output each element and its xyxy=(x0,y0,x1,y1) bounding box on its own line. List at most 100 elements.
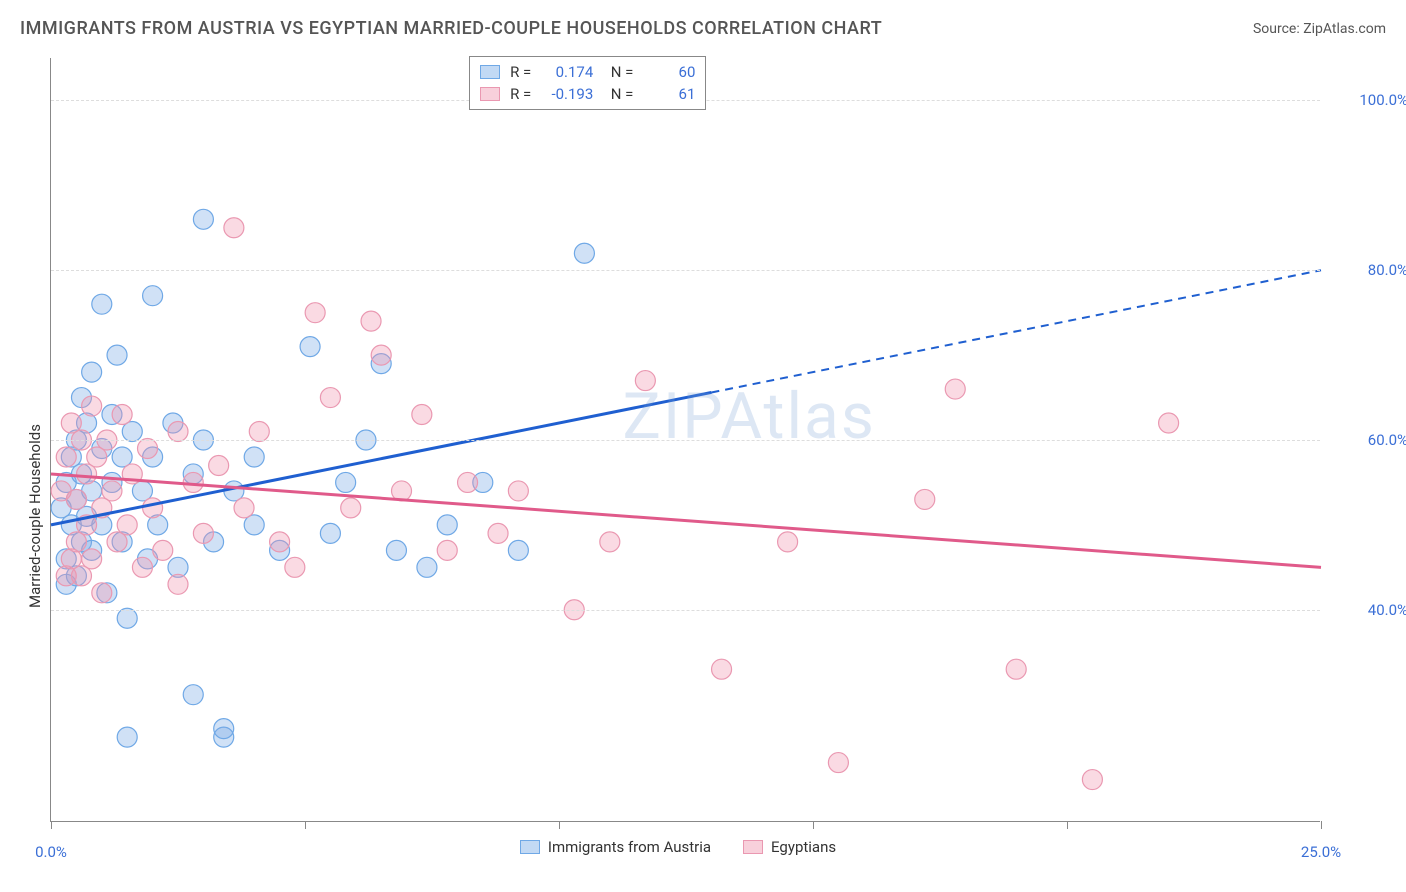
n-label: N = xyxy=(603,85,633,103)
data-point xyxy=(112,405,132,425)
data-point xyxy=(508,540,528,560)
data-point xyxy=(117,515,137,535)
data-point xyxy=(234,498,254,518)
x-tick-label: 0.0% xyxy=(35,843,67,861)
data-point xyxy=(574,243,594,263)
x-tick xyxy=(51,821,52,829)
y-tick-label: 100.0% xyxy=(1328,91,1406,109)
data-point xyxy=(143,286,163,306)
data-point xyxy=(458,472,478,492)
legend-swatch xyxy=(480,65,500,79)
legend-series-item: Immigrants from Austria xyxy=(520,838,711,856)
legend-series: Immigrants from Austria Egyptians xyxy=(520,838,836,856)
data-point xyxy=(778,532,798,552)
data-point xyxy=(828,753,848,773)
data-point xyxy=(132,557,152,577)
data-point xyxy=(635,371,655,391)
legend-series-label: Immigrants from Austria xyxy=(548,838,711,856)
data-point xyxy=(305,303,325,323)
r-label: R = xyxy=(510,63,531,81)
r-label: R = xyxy=(510,85,531,103)
x-tick xyxy=(305,821,306,829)
plot-area: ZIPAtlas 40.0%60.0%80.0%100.0%0.0%25.0% xyxy=(50,58,1320,822)
data-point xyxy=(1082,770,1102,790)
data-point xyxy=(488,523,508,543)
grid-line xyxy=(51,270,1320,271)
data-point xyxy=(117,608,137,628)
data-point xyxy=(600,532,620,552)
data-point xyxy=(371,345,391,365)
data-point xyxy=(285,557,305,577)
y-axis-label: Married-couple Households xyxy=(26,424,44,608)
data-point xyxy=(945,379,965,399)
data-point xyxy=(153,540,173,560)
x-tick xyxy=(1067,821,1068,829)
data-point xyxy=(437,540,457,560)
data-point xyxy=(168,422,188,442)
data-point xyxy=(117,727,137,747)
data-point xyxy=(82,549,102,569)
data-point xyxy=(107,345,127,365)
data-point xyxy=(341,498,361,518)
data-point xyxy=(437,515,457,535)
grid-line xyxy=(51,440,1320,441)
data-point xyxy=(168,574,188,594)
data-point xyxy=(386,540,406,560)
legend-stats: R = 0.174 N = 60 R = -0.193 N = 61 xyxy=(469,56,706,110)
data-point xyxy=(102,481,122,501)
legend-stats-row: R = 0.174 N = 60 xyxy=(480,61,695,83)
title-bar: IMMIGRANTS FROM AUSTRIA VS EGYPTIAN MARR… xyxy=(20,18,1386,39)
x-tick xyxy=(559,821,560,829)
n-value: 60 xyxy=(643,63,695,81)
data-point xyxy=(92,294,112,314)
trend-line-extrapolated xyxy=(711,270,1321,392)
x-tick xyxy=(1321,821,1322,829)
n-value: 61 xyxy=(643,85,695,103)
data-point xyxy=(92,583,112,603)
data-point xyxy=(1159,413,1179,433)
data-point xyxy=(320,523,340,543)
data-point xyxy=(66,489,86,509)
legend-series-label: Egyptians xyxy=(771,838,836,856)
y-tick-label: 80.0% xyxy=(1328,261,1406,279)
data-point xyxy=(143,498,163,518)
data-point xyxy=(508,481,528,501)
data-point xyxy=(244,447,264,467)
data-point xyxy=(300,337,320,357)
data-point xyxy=(712,659,732,679)
x-tick-label: 25.0% xyxy=(1301,843,1341,861)
data-point xyxy=(1006,659,1026,679)
x-tick xyxy=(813,821,814,829)
data-point xyxy=(249,422,269,442)
data-point xyxy=(336,472,356,492)
y-tick-label: 60.0% xyxy=(1328,431,1406,449)
data-point xyxy=(214,719,234,739)
legend-series-item: Egyptians xyxy=(743,838,836,856)
data-point xyxy=(361,311,381,331)
legend-stats-row: R = -0.193 N = 61 xyxy=(480,83,695,105)
legend-swatch xyxy=(520,840,540,854)
data-point xyxy=(915,489,935,509)
chart-title: IMMIGRANTS FROM AUSTRIA VS EGYPTIAN MARR… xyxy=(20,18,882,39)
legend-swatch xyxy=(480,87,500,101)
data-point xyxy=(183,685,203,705)
data-point xyxy=(56,447,76,467)
legend-swatch xyxy=(743,840,763,854)
data-point xyxy=(270,532,290,552)
r-value: -0.193 xyxy=(541,85,593,103)
n-label: N = xyxy=(603,63,633,81)
data-point xyxy=(224,218,244,238)
data-point xyxy=(138,438,158,458)
data-point xyxy=(193,209,213,229)
data-point xyxy=(193,523,213,543)
trend-line xyxy=(51,474,1321,567)
data-point xyxy=(82,396,102,416)
data-point xyxy=(417,557,437,577)
source-label: Source: ZipAtlas.com xyxy=(1253,21,1386,37)
data-point xyxy=(209,455,229,475)
data-point xyxy=(320,388,340,408)
r-value: 0.174 xyxy=(541,63,593,81)
data-point xyxy=(412,405,432,425)
y-tick-label: 40.0% xyxy=(1328,601,1406,619)
data-point xyxy=(82,362,102,382)
